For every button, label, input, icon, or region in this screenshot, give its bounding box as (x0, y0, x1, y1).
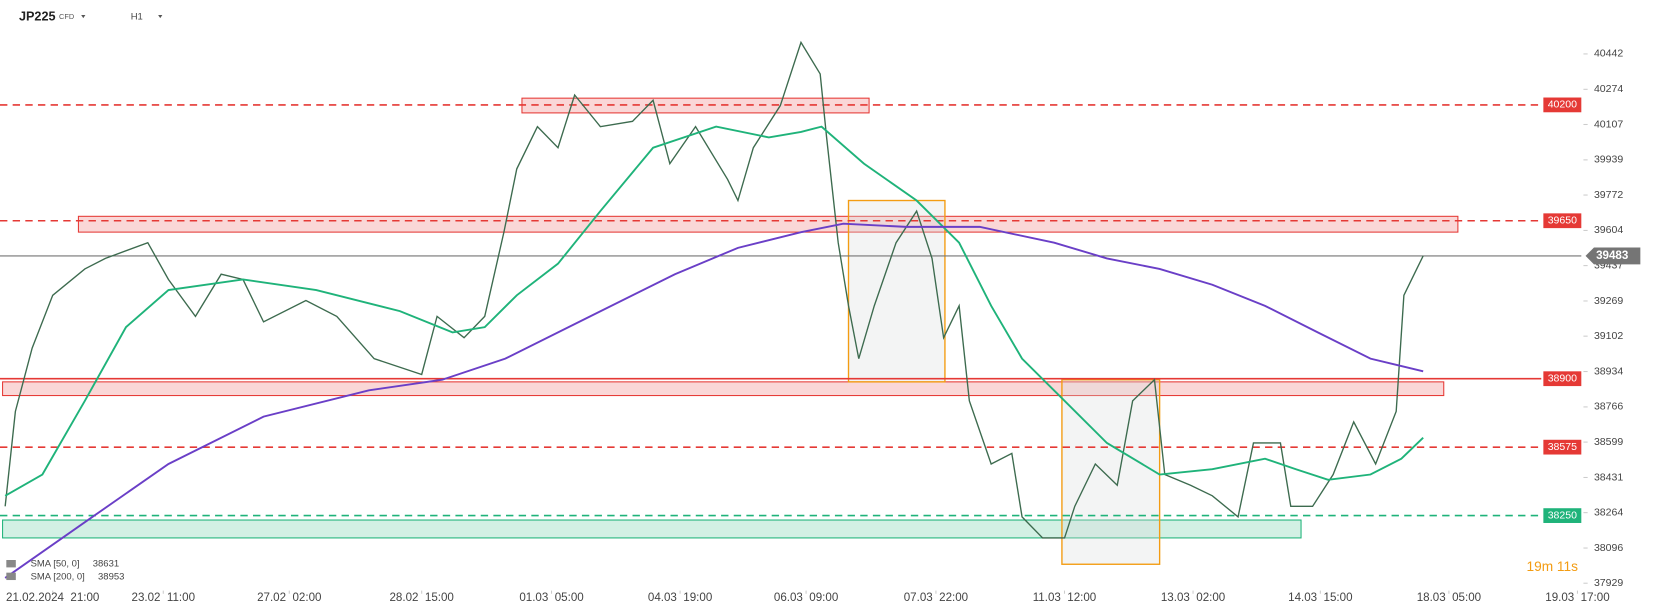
level-label: 40200 (1548, 99, 1577, 111)
candle-countdown: 19m 11s (1526, 559, 1578, 574)
price-badge (1585, 247, 1641, 265)
x-tick-label: 13.03 02:00 (1161, 592, 1225, 604)
y-tick-label: 38934 (1594, 365, 1623, 377)
price-label: 39483 (1596, 250, 1629, 262)
y-tick-label: 38766 (1594, 401, 1623, 413)
x-tick-label: 01.03 05:00 (519, 592, 583, 604)
legend-icon (6, 572, 16, 581)
y-tick-label: 40274 (1594, 83, 1623, 95)
x-tick-label: 04.03 19:00 (648, 592, 712, 604)
y-tick-label: 39269 (1594, 295, 1623, 307)
level-label: 39650 (1548, 215, 1577, 227)
timeframe[interactable]: H1 (131, 12, 143, 23)
level-badge (1543, 508, 1582, 523)
x-tick-label: 27.02 02:00 (257, 592, 321, 604)
level-label: 38900 (1548, 372, 1577, 384)
y-tick-label: 38264 (1594, 506, 1623, 518)
level-badge (1543, 213, 1582, 229)
highlight-box (847, 199, 946, 383)
instrument-type: CFD (59, 12, 74, 21)
legend-value: 38631 (93, 559, 119, 570)
x-tick-label: 07.03 22:00 (904, 592, 968, 604)
x-tick-label: 06.03 09:00 (774, 592, 838, 604)
level-label: 38575 (1548, 441, 1577, 453)
y-tick-label: 40442 (1594, 48, 1623, 60)
x-tick-label: 21.02.2024 21:00 (6, 592, 99, 604)
x-tick-label: 23.02 11:00 (132, 592, 196, 604)
legend-name: SMA [200, 0] (31, 571, 85, 582)
y-tick-label: 39102 (1594, 330, 1623, 342)
y-tick-label: 38096 (1594, 542, 1623, 554)
level-label: 38250 (1548, 509, 1577, 521)
dropdown-arrow[interactable] (158, 14, 163, 19)
x-tick-label: 28.02 15:00 (389, 592, 453, 604)
sma-line (4, 125, 1424, 497)
legend-icon (6, 560, 16, 568)
level-badge (1543, 439, 1582, 455)
y-tick-label: 39939 (1594, 154, 1623, 166)
y-tick-label: 37929 (1594, 577, 1623, 589)
y-tick-label: 38599 (1594, 436, 1623, 448)
legend-value: 38953 (98, 571, 124, 582)
legend-name: SMA [50, 0] (31, 559, 80, 570)
y-tick-label: 38431 (1594, 471, 1623, 483)
level-badge (1543, 97, 1582, 113)
dropdown-arrow[interactable] (81, 14, 86, 19)
x-tick-label: 11.03 12:00 (1033, 592, 1097, 604)
zone (2, 381, 1445, 397)
y-tick-label: 39604 (1594, 224, 1623, 236)
x-tick-label: 18.03 05:00 (1417, 592, 1481, 604)
symbol[interactable]: JP225 (19, 9, 56, 23)
x-tick-label: 14.03 15:00 (1288, 592, 1352, 604)
y-tick-label: 40107 (1594, 118, 1623, 130)
x-tick-label: 19.03 17:00 (1545, 592, 1609, 604)
level-badge (1543, 371, 1582, 387)
sma-line (4, 222, 1424, 579)
y-tick-label: 39772 (1594, 189, 1623, 201)
zone (77, 215, 1459, 233)
zone (2, 519, 1302, 539)
price-line (4, 40, 1424, 539)
highlight-box (1061, 379, 1161, 565)
